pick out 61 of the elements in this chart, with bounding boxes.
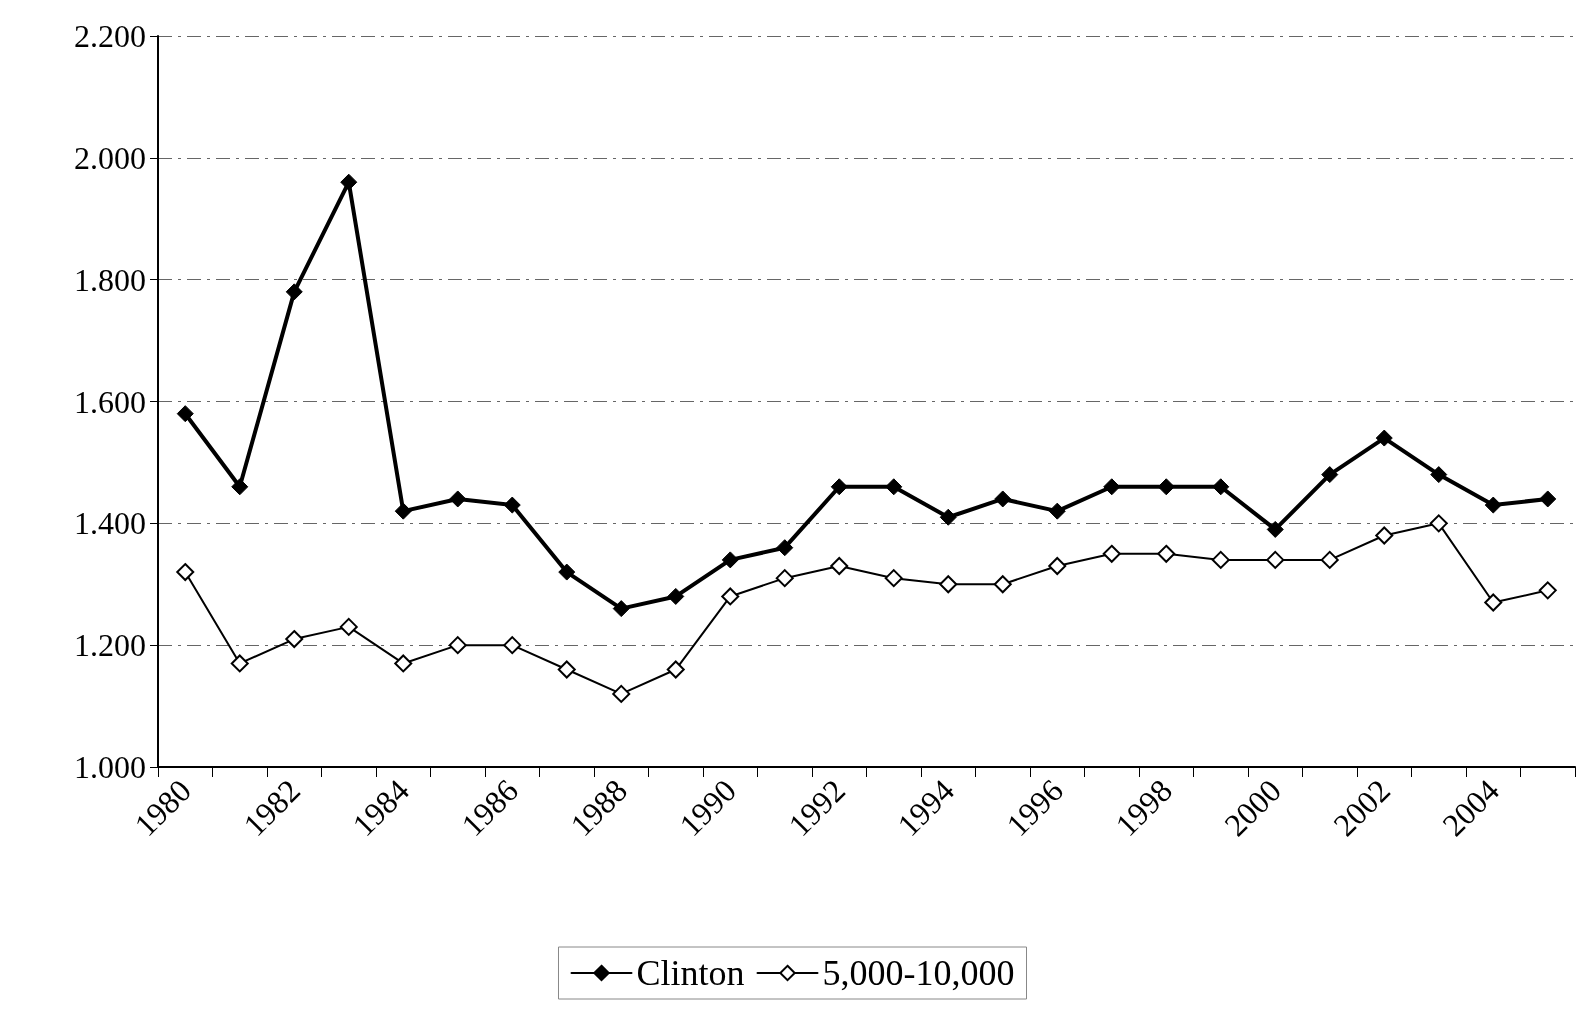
point <box>1266 550 1285 569</box>
point <box>1048 502 1066 520</box>
y-tick-label: 1.400 <box>74 505 146 542</box>
point <box>612 600 630 618</box>
point <box>1321 466 1339 484</box>
point <box>830 478 848 496</box>
y-tick-label: 1.600 <box>74 383 146 420</box>
point <box>503 636 522 655</box>
point <box>1211 550 1230 569</box>
point <box>1102 544 1121 563</box>
point <box>776 539 794 557</box>
point <box>1048 556 1067 575</box>
point <box>558 563 576 581</box>
point <box>176 563 195 582</box>
point <box>830 556 849 575</box>
point <box>339 617 358 636</box>
point <box>1484 496 1502 514</box>
point <box>1375 429 1393 447</box>
point <box>1539 490 1557 508</box>
point <box>1429 514 1448 533</box>
y-tick-label: 1.000 <box>74 749 146 785</box>
point <box>503 496 521 514</box>
point <box>939 575 958 594</box>
legend-label: Clinton <box>636 953 745 993</box>
point <box>557 660 576 679</box>
point <box>612 684 631 703</box>
point <box>721 551 739 569</box>
legend-label: 5,000-10,000 <box>822 953 1015 993</box>
point <box>1538 581 1557 600</box>
point <box>884 569 903 588</box>
y-tick-label: 1.800 <box>74 261 146 298</box>
point <box>1212 478 1230 496</box>
point <box>1320 550 1339 569</box>
point <box>1157 478 1175 496</box>
point <box>394 502 412 520</box>
point <box>1103 478 1121 496</box>
point <box>885 478 903 496</box>
point <box>994 490 1012 508</box>
point <box>1266 520 1284 538</box>
point <box>1430 466 1448 484</box>
point <box>448 636 467 655</box>
point <box>1157 544 1176 563</box>
point <box>176 405 194 423</box>
point <box>775 569 794 588</box>
y-tick-label: 2.000 <box>74 139 146 176</box>
point <box>939 508 957 526</box>
point <box>285 630 304 649</box>
point <box>1484 593 1503 612</box>
y-tick-label: 2.200 <box>74 18 146 54</box>
point <box>340 173 358 191</box>
point <box>394 654 413 673</box>
point <box>285 283 303 301</box>
point <box>231 478 249 496</box>
point <box>230 654 249 673</box>
point <box>1375 526 1394 545</box>
point <box>667 587 685 605</box>
point <box>993 575 1012 594</box>
y-tick-label: 1.200 <box>74 627 146 664</box>
point <box>449 490 467 508</box>
point <box>721 587 740 606</box>
point <box>666 660 685 679</box>
